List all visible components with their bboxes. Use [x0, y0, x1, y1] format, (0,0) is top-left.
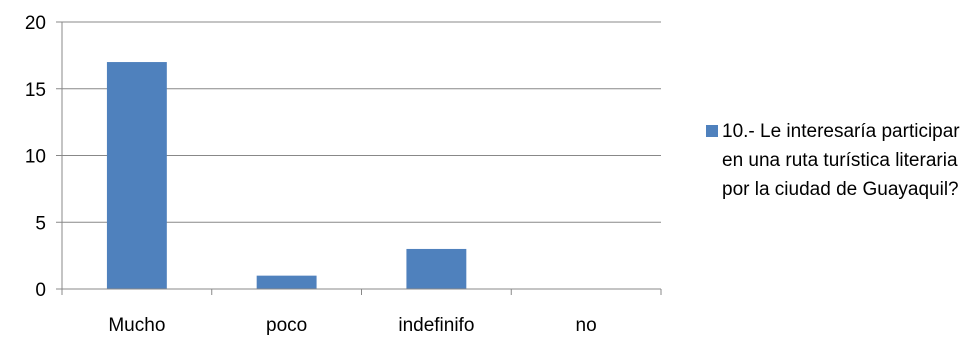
y-tick-label: 20 — [25, 13, 46, 34]
y-tick-label: 5 — [35, 213, 46, 234]
y-tick-label: 15 — [25, 80, 46, 101]
legend-label: 10.- Le interesaría participar en una ru… — [722, 121, 960, 200]
bar-mucho — [106, 62, 167, 289]
legend: 10.- Le interesaría participar en una ru… — [706, 117, 968, 204]
x-tick-label: Mucho — [108, 315, 165, 336]
bar-chart: 0 5 10 15 20 Mucho poco indefinifo no — [25, 13, 662, 336]
bar-indefinifo — [406, 248, 467, 289]
x-tick-label: poco — [266, 315, 307, 336]
x-tick-labels: Mucho poco indefinifo no — [108, 315, 596, 336]
bar-poco — [256, 275, 317, 289]
bars — [106, 62, 467, 289]
x-tick-label: no — [576, 315, 597, 336]
y-tick-label: 10 — [25, 147, 46, 168]
y-tick-label: 0 — [35, 280, 46, 301]
legend-swatch — [706, 125, 718, 137]
axes — [56, 21, 662, 295]
y-tick-labels: 0 5 10 15 20 — [25, 13, 46, 301]
x-tick-label: indefinifo — [398, 315, 474, 336]
